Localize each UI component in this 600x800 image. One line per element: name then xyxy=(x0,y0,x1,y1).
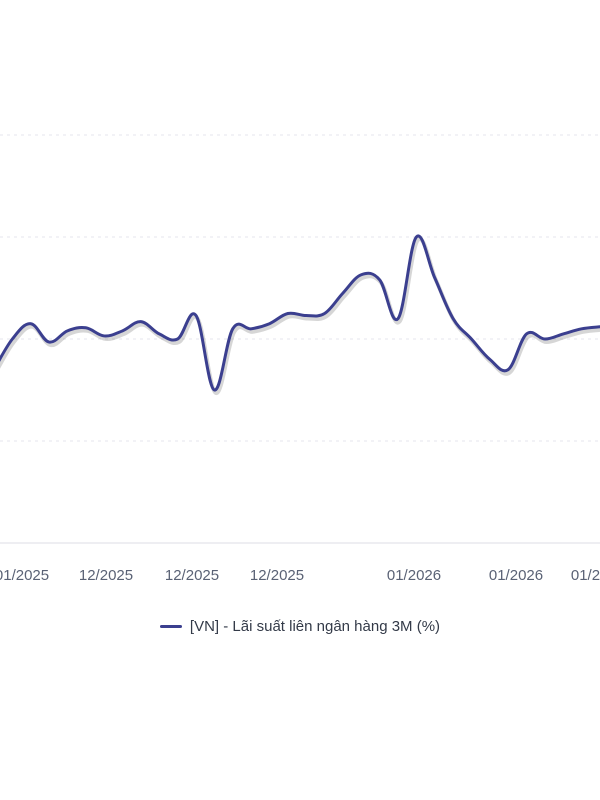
x-tick-label: 01/2026 xyxy=(571,567,600,584)
x-axis-ticks: 01/2025 12/2025 12/2025 12/2025 01/2026 01/20… xyxy=(0,567,600,584)
series-line[interactable] xyxy=(0,234,600,392)
x-tick-label: 12/2025 xyxy=(79,567,133,584)
x-tick-label: 01/2025 xyxy=(0,567,49,584)
x-tick-label: 12/2025 xyxy=(250,567,304,584)
x-tick-label: 12/2025 xyxy=(165,567,219,584)
legend-label: [VN] - Lãi suất liên ngân hàng 3M (%) xyxy=(189,618,441,635)
legend-swatch xyxy=(159,625,182,628)
legend[interactable]: [VN] - Lãi suất liên ngân hàng 3M (%) xyxy=(0,618,600,635)
x-tick-label: 01/2026 xyxy=(489,567,543,584)
x-tick-label: 01/2026 xyxy=(387,567,441,584)
grid xyxy=(0,134,600,544)
series-layer xyxy=(0,234,600,396)
